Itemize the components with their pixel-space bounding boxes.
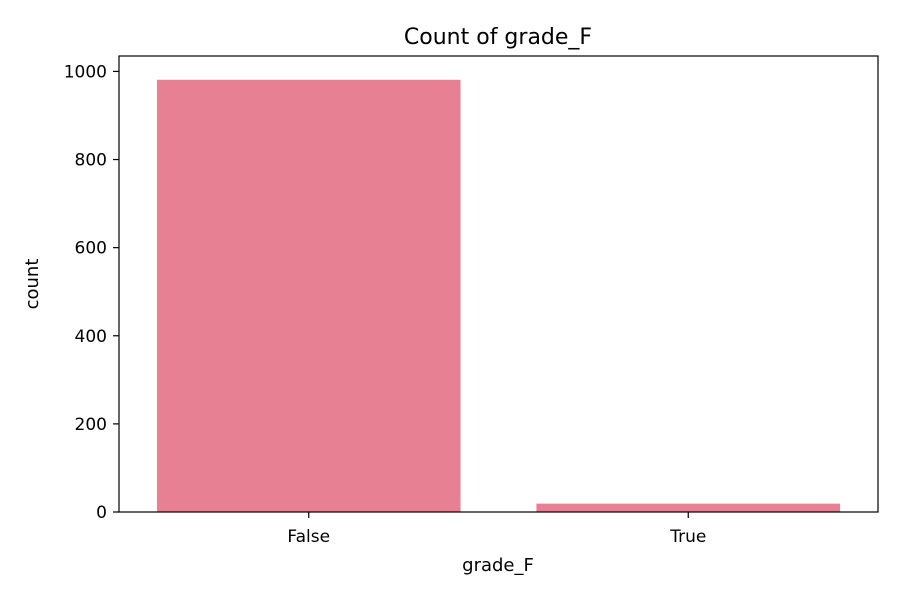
y-axis-label: count (22, 259, 43, 310)
bars-layer (156, 79, 841, 512)
bar-false (156, 79, 461, 512)
x-axis: False True (287, 512, 706, 547)
y-axis: 0 200 400 600 800 1000 (64, 62, 119, 523)
x-tick-label: True (669, 527, 706, 547)
y-tick-label: 0 (96, 503, 107, 523)
x-axis-label: grade_F (462, 555, 534, 576)
y-tick-label: 1000 (64, 62, 107, 82)
y-tick-label: 400 (75, 327, 107, 347)
y-tick-label: 800 (75, 151, 107, 171)
x-tick-label: False (287, 527, 330, 547)
y-tick-label: 200 (75, 415, 107, 435)
y-tick-label: 600 (75, 239, 107, 259)
plot-frame (118, 55, 879, 513)
bar-true (536, 503, 841, 512)
chart-title: Count of grade_F (404, 25, 592, 50)
